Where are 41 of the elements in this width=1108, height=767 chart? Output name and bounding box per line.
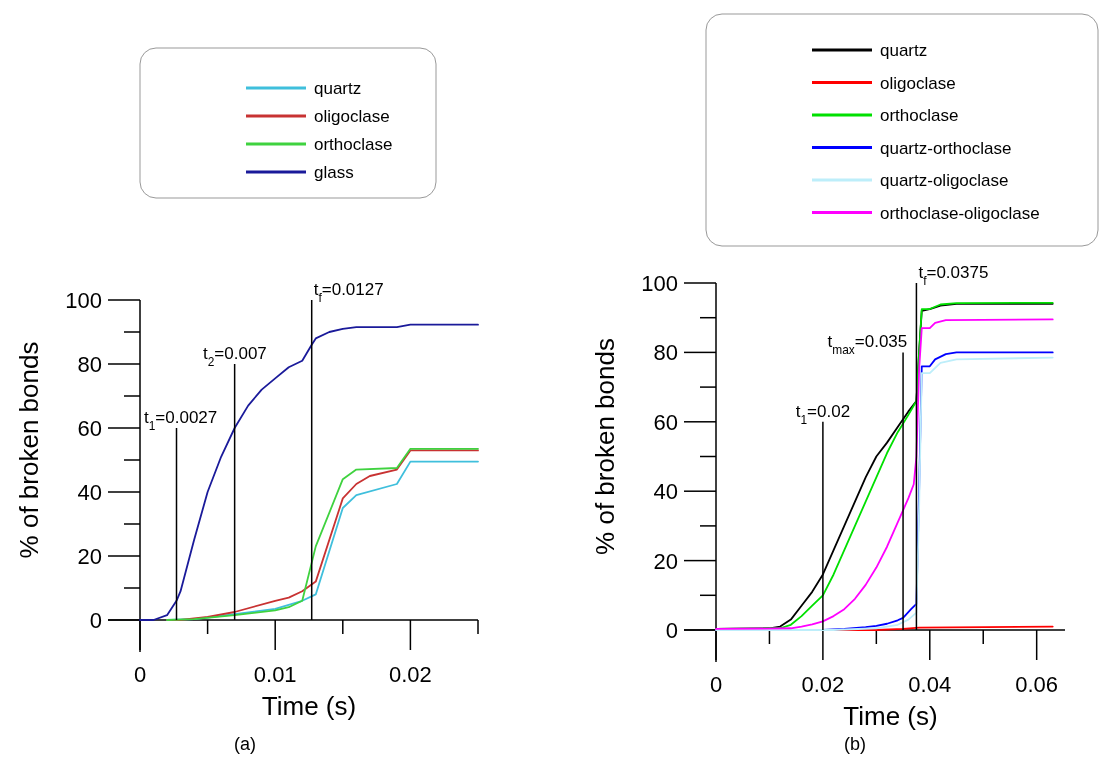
x-tick-label: 0.02 bbox=[388, 662, 432, 687]
y-tick-label: 40 bbox=[653, 479, 678, 505]
y-tick-label: 100 bbox=[65, 288, 102, 313]
legend-label: quartz-orthoclase bbox=[880, 138, 1012, 158]
x-tick-label: 0 bbox=[709, 672, 723, 697]
y-tick-label: 20 bbox=[653, 548, 678, 574]
legend-label: glass bbox=[314, 163, 354, 182]
y-tick-label: 0 bbox=[665, 618, 678, 643]
legend-label: quartz-oligoclase bbox=[880, 171, 1009, 190]
y-tick-label: 60 bbox=[653, 409, 678, 435]
legend-label: orthoclase bbox=[880, 106, 959, 125]
x-tick-label: 0.02 bbox=[801, 672, 845, 697]
ref-line-label: t$_{f}$=0.0127 bbox=[313, 280, 384, 305]
text: (b) bbox=[844, 734, 866, 754]
y-tick-label: 0 bbox=[89, 608, 102, 633]
y-tick-label: 60 bbox=[77, 416, 102, 441]
y-tick-label: 100 bbox=[641, 271, 678, 296]
legend-label: orthoclase bbox=[314, 135, 393, 154]
y-axis-title: % of broken bonds bbox=[590, 338, 620, 555]
y-tick-label: 20 bbox=[77, 544, 102, 569]
ref-line-label: t$_{1}$=0.0027 bbox=[144, 408, 218, 433]
y-tick-label: 80 bbox=[653, 340, 678, 366]
legend-label: oligoclase bbox=[880, 73, 956, 93]
y-axis-title: % of broken bonds bbox=[14, 341, 44, 559]
x-axis-title: Time (s) bbox=[261, 691, 357, 721]
y-tick-label: 80 bbox=[77, 352, 102, 377]
x-tick-label: 0.01 bbox=[253, 662, 297, 687]
ref-line-label: t$_{f}$=0.0375 bbox=[918, 263, 989, 288]
x-axis-title: Time (s) bbox=[843, 701, 938, 731]
ref-line-label: t$_{max}$=0.035 bbox=[827, 332, 908, 358]
x-tick-label: 0.06 bbox=[1015, 672, 1059, 697]
x-tick-label: 0 bbox=[133, 662, 147, 687]
ref-line-label: t$_{2}$=0.007 bbox=[202, 344, 267, 369]
text: (a) bbox=[234, 734, 256, 754]
legend-label: orthoclase-oligoclase bbox=[880, 203, 1040, 223]
legend-label: quartz bbox=[880, 41, 928, 60]
x-tick-label: 0.04 bbox=[908, 672, 952, 697]
legend-label: oligoclase bbox=[314, 107, 390, 126]
y-tick-label: 40 bbox=[77, 480, 102, 505]
legend-label: quartz bbox=[314, 79, 362, 98]
ref-line-label: t$_{1}$=0.02 bbox=[795, 401, 851, 427]
